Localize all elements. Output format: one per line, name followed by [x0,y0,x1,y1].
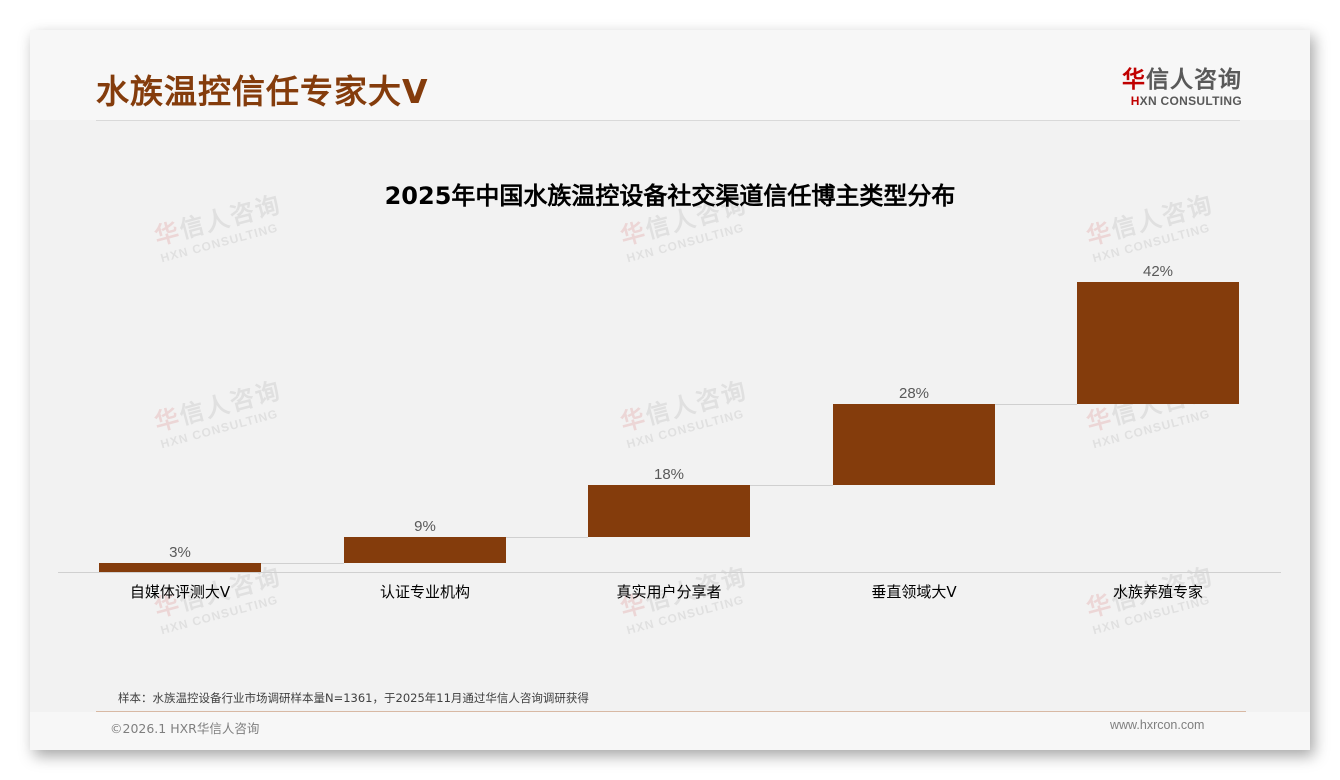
chart-title: 2025年中国水族温控设备社交渠道信任博主类型分布 [384,182,956,210]
value-label: 9% [414,518,436,536]
connector-line [506,537,588,539]
category-label: 垂直领域大V [871,583,957,601]
category-label: 水族养殖专家 [1112,583,1203,601]
x-axis-line [58,572,1281,573]
logo-english: HXN CONSULTING [1112,94,1242,108]
footer-band [30,712,1310,750]
footer-divider [96,711,1246,712]
category-label: 认证专业机构 [379,583,470,601]
value-label: 42% [1142,263,1174,280]
bar-1 [99,563,261,572]
value-label: 18% [653,466,685,483]
bar-2 [344,537,506,564]
logo-cn-rest: 信人咨询 [1146,67,1242,93]
category-label: 自媒体评测大V [129,583,231,601]
category-label: 真实用户分享者 [616,583,722,601]
company-logo: 华信人咨询 HXN CONSULTING [1112,66,1242,108]
page-title: 水族温控信任专家大V [96,72,429,111]
copyright-text: ©2026.1 HXR华信人咨询 [110,721,260,736]
connector-line [261,563,344,565]
logo-chinese: 华信人咨询 [1112,66,1242,94]
connector-line [995,403,1077,405]
logo-hua-char: 华 [1122,67,1146,93]
slide: 水族温控信任专家大V 华信人咨询 HXN CONSULTING 华信人咨询 HXN… [30,30,1310,750]
logo-h-char: H [1130,94,1140,108]
bar-4 [833,403,995,485]
bar-5 [1077,282,1239,404]
value-label: 28% [898,384,930,402]
connector-line [750,485,833,486]
website-text: www.hxrcon.com [1110,718,1205,732]
waterfall-chart: 3% 自媒体评测大V 9% 认证专业机构 18% 真实用户分享者 28% 垂直领域大V 42% 水… [30,30,1310,750]
header-band [30,30,1310,120]
value-label: 3% [169,544,191,562]
sample-footnote: 样本：水族温控设备行业市场调研样本量N=1361，于2025年11月通过华信人咨… [118,691,589,705]
logo-en-rest: XN CONSULTING [1139,94,1242,108]
bar-3 [588,485,750,538]
header-divider [96,120,1240,121]
